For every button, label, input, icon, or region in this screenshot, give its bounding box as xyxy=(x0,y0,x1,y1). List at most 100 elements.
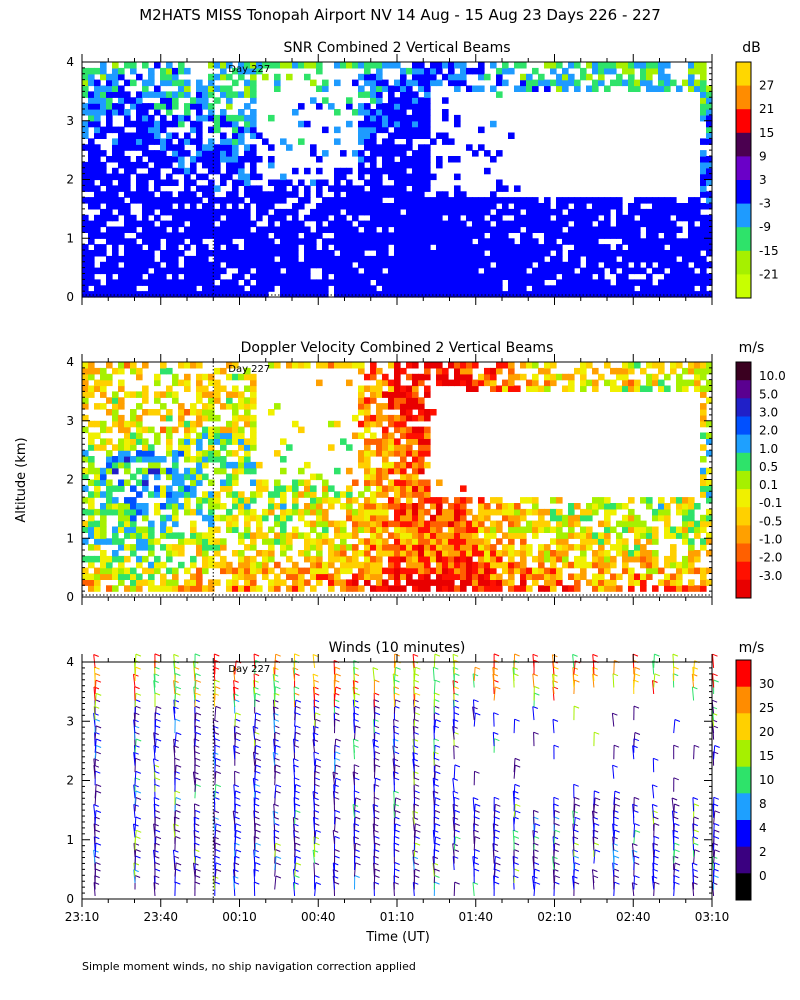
heatmap-cell xyxy=(520,79,527,87)
heatmap-cell xyxy=(376,97,383,104)
heatmap-cell xyxy=(358,261,365,269)
heatmap-cell xyxy=(322,573,329,580)
heatmap-cell xyxy=(388,156,395,163)
heatmap-cell xyxy=(208,585,215,592)
heatmap-cell xyxy=(604,197,611,204)
heatmap-cell xyxy=(244,373,251,381)
heatmap-cell xyxy=(154,503,161,510)
heatmap-cell xyxy=(610,385,617,392)
heatmap-cell xyxy=(358,161,365,169)
heatmap-cell xyxy=(682,238,689,245)
heatmap-cell xyxy=(688,544,695,551)
heatmap-cell xyxy=(628,579,635,586)
heatmap-cell xyxy=(154,138,161,145)
heatmap-cell xyxy=(244,67,251,75)
heatmap-cell xyxy=(238,497,245,504)
heatmap-cell xyxy=(94,432,101,439)
heatmap-cell xyxy=(346,544,353,551)
heatmap-cell xyxy=(352,291,359,298)
heatmap-cell xyxy=(400,156,407,163)
heatmap-cell xyxy=(454,173,461,181)
heatmap-cell xyxy=(226,479,233,486)
heatmap-cell xyxy=(466,508,473,516)
heatmap-cell xyxy=(82,456,89,463)
heatmap-cell xyxy=(700,91,707,98)
heatmap-cell xyxy=(292,497,299,504)
heatmap-cell xyxy=(574,261,581,269)
heatmap-cell xyxy=(508,561,515,569)
heatmap-cell xyxy=(340,579,347,586)
heatmap-cell xyxy=(658,367,665,375)
heatmap-cell xyxy=(700,156,707,163)
heatmap-cell xyxy=(430,238,437,245)
heatmap-cell xyxy=(352,508,359,516)
heatmap-cell xyxy=(118,561,125,569)
heatmap-cell xyxy=(382,438,389,445)
heatmap-cell xyxy=(598,273,605,280)
heatmap-cell xyxy=(538,573,545,580)
heatmap-cell xyxy=(124,467,131,475)
heatmap-cell xyxy=(226,285,233,292)
heatmap-cell xyxy=(214,208,221,216)
heatmap-cell xyxy=(112,255,119,263)
heatmap-cell xyxy=(580,538,587,545)
heatmap-cell xyxy=(88,532,95,539)
heatmap-cell xyxy=(418,526,425,533)
heatmap-cell xyxy=(574,244,581,251)
heatmap-cell xyxy=(118,385,125,392)
heatmap-cell xyxy=(88,508,95,516)
heatmap-cell xyxy=(502,185,509,192)
heatmap-cell xyxy=(214,579,221,586)
heatmap-cell xyxy=(88,555,95,563)
heatmap-cell xyxy=(88,203,95,210)
heatmap-cell xyxy=(346,185,353,192)
heatmap-cell xyxy=(232,432,239,439)
heatmap-cell xyxy=(448,232,455,239)
heatmap-cell xyxy=(382,520,389,528)
heatmap-cell xyxy=(412,467,419,475)
heatmap-cell xyxy=(550,585,557,592)
heatmap-cell xyxy=(442,114,449,122)
heatmap-cell xyxy=(424,426,431,434)
heatmap-cell xyxy=(322,538,329,545)
heatmap-cell xyxy=(412,473,419,481)
heatmap-cell xyxy=(94,467,101,475)
heatmap-cell xyxy=(106,555,113,563)
heatmap-cell xyxy=(232,79,239,87)
heatmap-cell xyxy=(382,461,389,469)
heatmap-cell xyxy=(148,279,155,286)
heatmap-cell xyxy=(268,491,275,498)
heatmap-cell xyxy=(346,508,353,516)
heatmap-cell xyxy=(646,73,653,81)
heatmap-cell xyxy=(334,491,341,498)
heatmap-cell xyxy=(532,379,539,387)
heatmap-cell xyxy=(346,291,353,298)
heatmap-cell xyxy=(118,285,125,292)
heatmap-cell xyxy=(352,208,359,216)
heatmap-cell xyxy=(106,573,113,580)
heatmap-cell xyxy=(400,573,407,580)
heatmap-cell xyxy=(130,197,137,204)
heatmap-cell xyxy=(604,85,611,92)
heatmap-cell xyxy=(304,279,311,286)
heatmap-cell xyxy=(388,532,395,539)
heatmap-cell xyxy=(322,485,329,492)
heatmap-cell xyxy=(664,291,671,298)
heatmap-cell xyxy=(544,373,551,381)
heatmap-cell xyxy=(88,167,95,175)
heatmap-cell xyxy=(670,279,677,286)
heatmap-cell xyxy=(274,244,281,251)
heatmap-cell xyxy=(628,267,635,275)
heatmap-cell xyxy=(562,550,569,557)
heatmap-cell xyxy=(322,203,329,210)
heatmap-cell xyxy=(598,79,605,87)
heatmap-cell xyxy=(406,485,413,492)
heatmap-cell xyxy=(436,156,443,163)
heatmap-cell xyxy=(532,250,539,257)
wind-barb-flag xyxy=(135,757,141,761)
heatmap-cell xyxy=(256,203,263,210)
heatmap-cell xyxy=(490,520,497,528)
heatmap-cell xyxy=(238,273,245,280)
heatmap-cell xyxy=(280,438,287,445)
heatmap-cell xyxy=(232,156,239,163)
